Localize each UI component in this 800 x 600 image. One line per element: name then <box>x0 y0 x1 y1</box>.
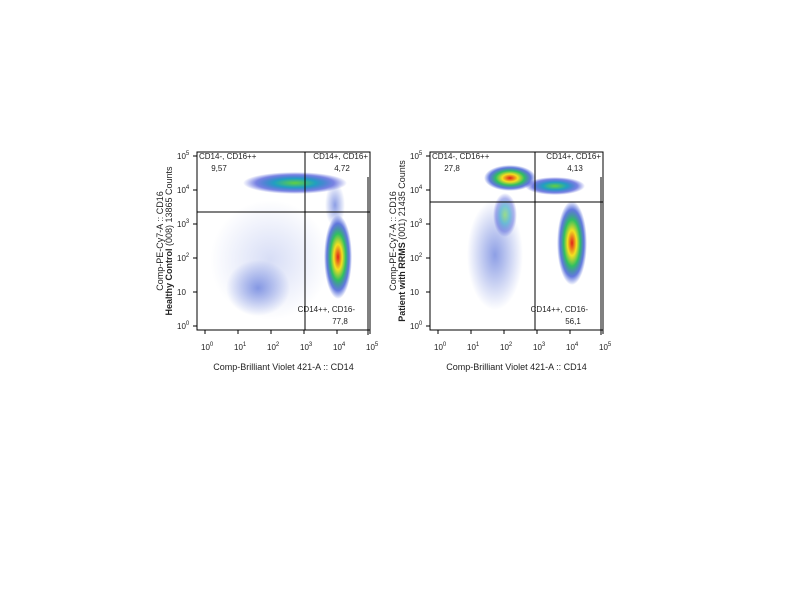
x-tick-label: 102 <box>267 342 280 352</box>
tick-base: 10 <box>533 343 542 352</box>
x-tick-label: 103 <box>533 342 546 352</box>
quadrant-name: CD14++, CD16- <box>298 305 356 314</box>
tick-exp: 3 <box>309 342 313 348</box>
x-tick-label: 103 <box>300 342 313 352</box>
x-axis-label: Comp-Brilliant Violet 421-A :: CD14 <box>213 362 353 372</box>
y-tick-label: 10 <box>410 288 419 297</box>
sample-name: Patient with RRMS <box>397 242 407 322</box>
tick-base: 10 <box>410 254 419 263</box>
tick-base: 10 <box>201 343 210 352</box>
quadrant-percent: 4,72 <box>334 164 350 173</box>
tick-base: 10 <box>177 152 186 161</box>
tick-exp: 3 <box>542 342 546 348</box>
tick-base: 10 <box>177 220 186 229</box>
tick-base: 10 <box>366 343 375 352</box>
y-tick-label: 105 <box>410 151 423 161</box>
y-tick-label: 102 <box>177 253 190 263</box>
tick-exp: 2 <box>186 253 190 259</box>
tick-base: 10 <box>410 186 419 195</box>
x-tick-label: 102 <box>500 342 513 352</box>
tick-base: 10 <box>599 343 608 352</box>
tick-base: 10 <box>410 322 419 331</box>
y-tick-label: 104 <box>177 185 190 195</box>
plot-frame <box>196 151 371 331</box>
tick-exp: 0 <box>443 342 447 348</box>
quadrant-name: CD14-, CD16++ <box>432 152 490 161</box>
tick-exp: 2 <box>509 342 513 348</box>
tick-exp: 2 <box>276 342 280 348</box>
tick-base: 10 <box>566 343 575 352</box>
tick-exp: 0 <box>419 321 423 327</box>
x-tick-label: 100 <box>201 342 214 352</box>
y-tick-label: 100 <box>177 321 190 331</box>
quadrant-percent: 9,57 <box>211 164 227 173</box>
tick-exp: 0 <box>186 321 190 327</box>
x-axis-label: Comp-Brilliant Violet 421-A :: CD14 <box>446 362 586 372</box>
tick-base: 10 <box>333 343 342 352</box>
y-tick-label: 10 <box>177 288 186 297</box>
tick-exp: 4 <box>186 185 190 191</box>
tick-base: 10 <box>177 186 186 195</box>
tick-exp: 5 <box>375 342 379 348</box>
tick-exp: 5 <box>608 342 612 348</box>
tick-base: 10 <box>410 152 419 161</box>
tick-exp: 5 <box>419 151 423 157</box>
tick-base: 10 <box>177 254 186 263</box>
tick-exp: 3 <box>186 219 190 225</box>
y-axis-label: Comp-PE-Cy7-A :: CD16 <box>388 191 398 291</box>
tick-exp: 5 <box>186 151 190 157</box>
x-tick-label: 104 <box>566 342 579 352</box>
tick-base: 10 <box>467 343 476 352</box>
plot-frame <box>429 151 604 331</box>
quadrant-percent: 77,8 <box>332 317 348 326</box>
tick-exp: 2 <box>419 253 423 259</box>
x-tick-label: 101 <box>467 342 480 352</box>
y-tick-label: 105 <box>177 151 190 161</box>
tick-base: 10 <box>410 220 419 229</box>
quadrant-name: CD14++, CD16- <box>531 305 589 314</box>
quadrant-name: CD14-, CD16++ <box>199 152 257 161</box>
quadrant-name: CD14+, CD16+ <box>546 152 601 161</box>
density-left <box>210 172 352 320</box>
tick-base: 10 <box>234 343 243 352</box>
density-right <box>467 165 587 310</box>
sample-count: (001) 21435 Counts <box>397 160 407 243</box>
tick-base: 10 <box>267 343 276 352</box>
y-tick-label: 103 <box>177 219 190 229</box>
tick-base: 10 <box>410 288 419 297</box>
quadrant-name: CD14+, CD16+ <box>313 152 368 161</box>
sample-name: Healthy Control <box>164 249 174 316</box>
tick-base: 10 <box>177 288 186 297</box>
tick-base: 10 <box>434 343 443 352</box>
y-axis-label: Comp-PE-Cy7-A :: CD16 <box>155 191 165 291</box>
tick-exp: 1 <box>243 342 247 348</box>
y-tick-label: 100 <box>410 321 423 331</box>
sample-label: Patient with RRMS (001) 21435 Counts <box>397 160 407 322</box>
x-tick-label: 104 <box>333 342 346 352</box>
tick-base: 10 <box>177 322 186 331</box>
quadrant-percent: 56,1 <box>565 317 581 326</box>
tick-base: 10 <box>300 343 309 352</box>
x-tick-label: 101 <box>234 342 247 352</box>
tick-exp: 0 <box>210 342 214 348</box>
y-tick-label: 104 <box>410 185 423 195</box>
tick-exp: 1 <box>476 342 480 348</box>
y-tick-label: 103 <box>410 219 423 229</box>
sample-label: Healthy Control (008) 13865 Counts <box>164 166 174 316</box>
quadrant-percent: 27,8 <box>444 164 460 173</box>
x-tick-label: 105 <box>366 342 379 352</box>
tick-exp: 4 <box>575 342 579 348</box>
sample-count: (008) 13865 Counts <box>164 166 174 249</box>
x-tick-label: 100 <box>434 342 447 352</box>
tick-exp: 4 <box>419 185 423 191</box>
y-tick-label: 102 <box>410 253 423 263</box>
tick-exp: 3 <box>419 219 423 225</box>
tick-exp: 4 <box>342 342 346 348</box>
x-tick-label: 105 <box>599 342 612 352</box>
quadrant-percent: 4,13 <box>567 164 583 173</box>
tick-base: 10 <box>500 343 509 352</box>
